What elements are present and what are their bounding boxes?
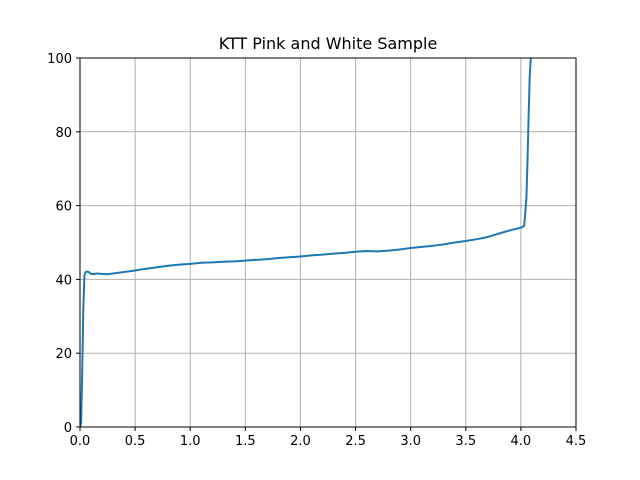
y-tick-label: 100 [47,52,72,67]
x-tick-label: 4.5 [566,434,587,449]
x-tick-label: 3.0 [400,434,421,449]
y-tick-label: 80 [55,126,72,141]
x-tick-label: 4.0 [511,434,532,449]
axes-frame [79,57,577,428]
series-layer [80,58,532,427]
chart-title: KTT Pink and White Sample [219,34,438,53]
axis-ticks: 0.0 0.5 1.0 1.5 2.0 2.5 3.0 3.5 4.0 4.5 0 20 40 60 80 1… [47,52,586,449]
x-tick-label: 0.0 [70,434,91,449]
x-tick-label: 2.0 [290,434,311,449]
x-tick-label: 1.0 [180,434,201,449]
y-tick-label: 40 [55,273,72,288]
series-line-0 [80,58,532,427]
y-tick-label: 20 [55,347,72,362]
x-tick-label: 2.5 [345,434,366,449]
x-tick-label: 0.5 [125,434,146,449]
x-tick-label: 1.5 [235,434,256,449]
y-tick-label: 60 [55,200,72,215]
x-tick-label: 3.5 [455,434,476,449]
y-tick-label: 0 [64,421,72,436]
